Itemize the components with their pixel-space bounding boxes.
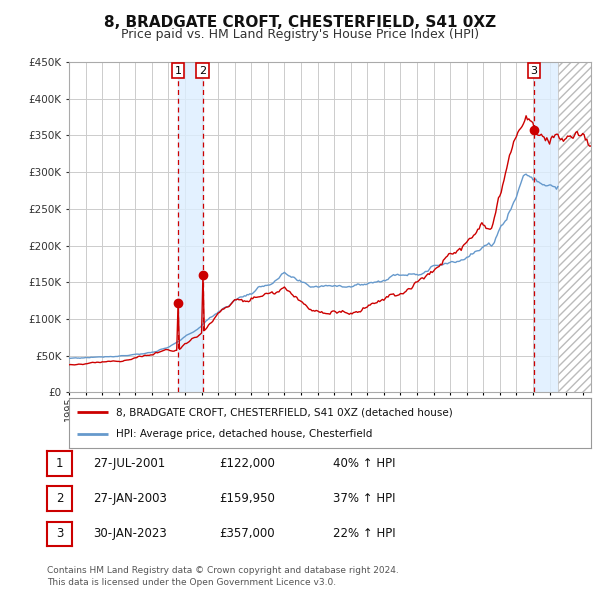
- Text: £357,000: £357,000: [219, 527, 275, 540]
- Text: Price paid vs. HM Land Registry's House Price Index (HPI): Price paid vs. HM Land Registry's House …: [121, 28, 479, 41]
- Text: £122,000: £122,000: [219, 457, 275, 470]
- Text: 27-JAN-2003: 27-JAN-2003: [93, 492, 167, 505]
- Bar: [534, 62, 558, 392]
- Text: Contains HM Land Registry data © Crown copyright and database right 2024.
This d: Contains HM Land Registry data © Crown c…: [47, 566, 398, 587]
- Text: 27-JUL-2001: 27-JUL-2001: [93, 457, 165, 470]
- Text: 8, BRADGATE CROFT, CHESTERFIELD, S41 0XZ (detached house): 8, BRADGATE CROFT, CHESTERFIELD, S41 0XZ…: [116, 407, 453, 417]
- Text: 2: 2: [56, 492, 63, 505]
- Text: 3: 3: [56, 527, 63, 540]
- Text: 3: 3: [530, 65, 538, 76]
- Text: 1: 1: [56, 457, 63, 470]
- Text: 8, BRADGATE CROFT, CHESTERFIELD, S41 0XZ: 8, BRADGATE CROFT, CHESTERFIELD, S41 0XZ: [104, 15, 496, 30]
- Text: 37% ↑ HPI: 37% ↑ HPI: [333, 492, 395, 505]
- Text: 40% ↑ HPI: 40% ↑ HPI: [333, 457, 395, 470]
- Bar: [178, 62, 203, 392]
- Text: HPI: Average price, detached house, Chesterfield: HPI: Average price, detached house, Ches…: [116, 430, 373, 440]
- Text: 2: 2: [199, 65, 206, 76]
- Text: 1: 1: [175, 65, 181, 76]
- Text: 22% ↑ HPI: 22% ↑ HPI: [333, 527, 395, 540]
- Text: £159,950: £159,950: [219, 492, 275, 505]
- Text: 30-JAN-2023: 30-JAN-2023: [93, 527, 167, 540]
